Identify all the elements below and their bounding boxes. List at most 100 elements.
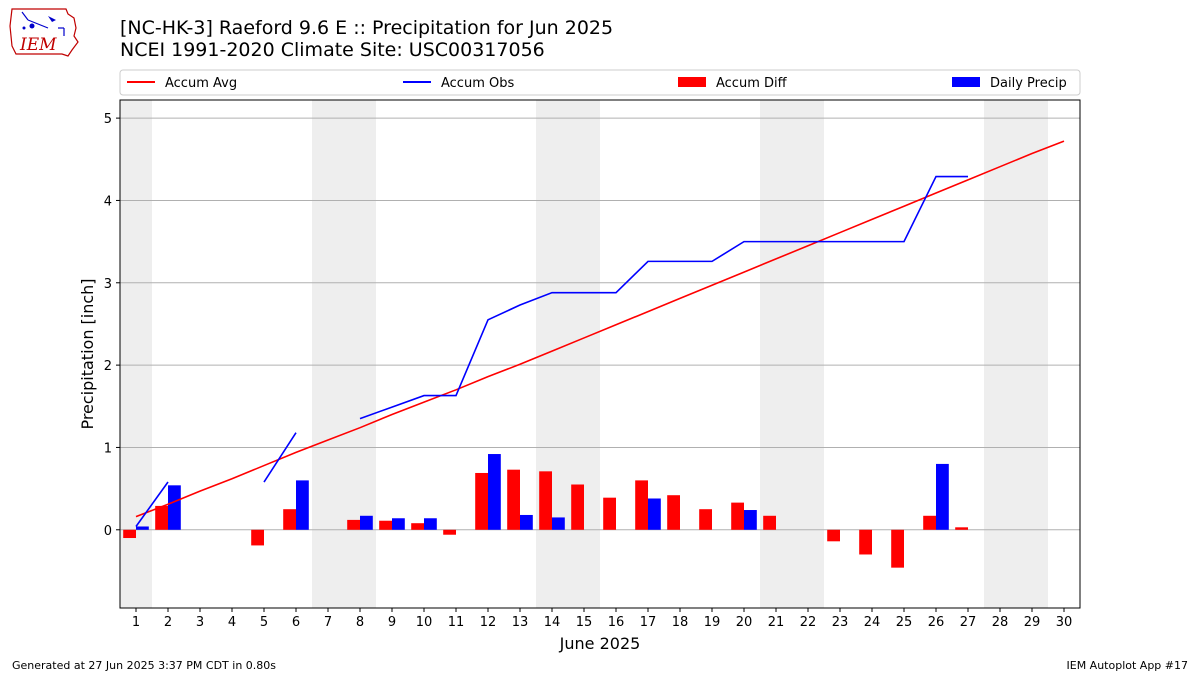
bar-series [123,454,968,568]
x-tick-label: 30 [1056,615,1073,630]
weekend-band [120,100,152,608]
daily-precip-bar [360,515,373,530]
accum-diff-bar [411,523,424,530]
x-axis: 1 2 3 4 5 6 7 8 9 10 11 12 13 14 15 16 17 18 19 20 21 22 23 24 2… [132,608,1072,630]
accum-diff-bar [571,484,584,530]
x-tick-label: 4 [228,615,236,630]
x-tick-label: 2 [164,615,172,630]
accum-diff-bar [731,502,744,530]
line-series [135,140,1065,527]
accum-diff-bar [251,529,264,546]
iem-logo: IEM [8,6,80,60]
x-axis-label: June 2025 [559,634,641,653]
accum-diff-bar [827,529,840,542]
x-tick-label: 15 [576,615,593,630]
daily-precip-bar [520,514,533,530]
iem-logo-graphic: IEM [9,8,79,57]
x-tick-label: 17 [640,615,657,630]
x-tick-label: 29 [1024,615,1041,630]
daily-precip-bar [168,485,181,530]
x-tick-label: 23 [832,615,849,630]
daily-precip-bar [936,463,949,530]
legend-label: Accum Diff [716,76,788,91]
y-axis: 0 1 2 3 4 5 [104,112,120,539]
x-tick-label: 19 [704,615,721,630]
autoplot-app-label: IEM Autoplot App #17 [1066,659,1189,672]
x-tick-label: 8 [356,615,364,630]
x-tick-label: 21 [768,615,785,630]
accum-diff-bar [667,495,680,530]
x-tick-label: 22 [800,615,817,630]
weekend-band [312,100,376,608]
daily-precip-bar [552,517,565,530]
chart-subtitle: NCEI 1991-2020 Climate Site: USC00317056 [120,39,545,61]
accum-diff-bar [859,529,872,555]
y-gridlines [120,117,1080,531]
x-tick-label: 25 [896,615,913,630]
x-tick-label: 12 [480,615,497,630]
accum-diff-bar [155,505,168,530]
accum-obs-line [135,481,169,527]
x-tick-label: 11 [448,615,465,630]
legend-swatch [952,77,980,87]
y-axis-label: Precipitation [inch] [78,278,97,429]
accum-diff-bar [123,529,136,539]
legend-label: Daily Precip [990,76,1067,91]
x-tick-label: 26 [928,615,945,630]
x-tick-label: 18 [672,615,689,630]
x-tick-label: 10 [416,615,433,630]
x-tick-label: 5 [260,615,268,630]
plot-frame [119,99,1081,609]
y-tick-label: 1 [104,441,112,456]
accum-diff-bar [539,471,552,530]
accum-diff-bar [763,515,776,530]
accum-obs-line [263,432,297,483]
x-tick-label: 16 [608,615,625,630]
iem-logo-text: IEM [19,35,57,55]
accum-diff-bar [955,527,968,530]
accum-obs-line [359,175,968,420]
x-tick-label: 7 [324,615,332,630]
weekend-band [760,100,824,608]
daily-precip-bar [488,454,501,530]
accum-diff-bar [635,480,648,530]
accum-diff-bar [699,509,712,530]
accum-diff-bar [379,520,392,530]
weekend-band [984,100,1048,608]
x-tick-label: 20 [736,615,753,630]
x-tick-label: 14 [544,615,561,630]
legend-label: Accum Avg [165,76,237,91]
x-tick-label: 6 [292,615,300,630]
x-tick-label: 9 [388,615,396,630]
y-tick-label: 4 [104,194,112,209]
accum-diff-bar [347,519,360,530]
accum-diff-bar [283,509,296,530]
daily-precip-bar [136,526,149,530]
y-tick-label: 5 [104,112,112,127]
y-tick-label: 2 [104,359,112,374]
chart-title: [NC-HK-3] Raeford 9.6 E :: Precipitation… [120,17,614,39]
daily-precip-bar [648,498,661,530]
accum-diff-bar [603,497,616,530]
x-tick-label: 27 [960,615,977,630]
legend-swatch [678,77,706,87]
legend-label: Accum Obs [441,76,514,91]
y-tick-label: 3 [104,277,112,292]
daily-precip-bar [296,480,309,530]
daily-precip-bar [744,510,757,530]
daily-precip-bar [424,518,437,530]
daily-precip-bar [392,518,405,530]
accum-diff-bar [507,469,520,530]
legend-box [119,69,1081,96]
accum-diff-bar [891,529,904,568]
accum-diff-bar [923,515,936,530]
accum-avg-line [135,140,1065,518]
x-tick-label: 13 [512,615,529,630]
x-tick-label: 28 [992,615,1009,630]
y-tick-label: 0 [104,524,112,539]
legend: Accum Avg Accum Obs Accum Diff Daily Precip [119,69,1081,96]
accum-diff-bar [475,472,488,530]
x-tick-label: 3 [196,615,204,630]
generated-timestamp: Generated at 27 Jun 2025 3:37 PM CDT in … [12,659,277,672]
